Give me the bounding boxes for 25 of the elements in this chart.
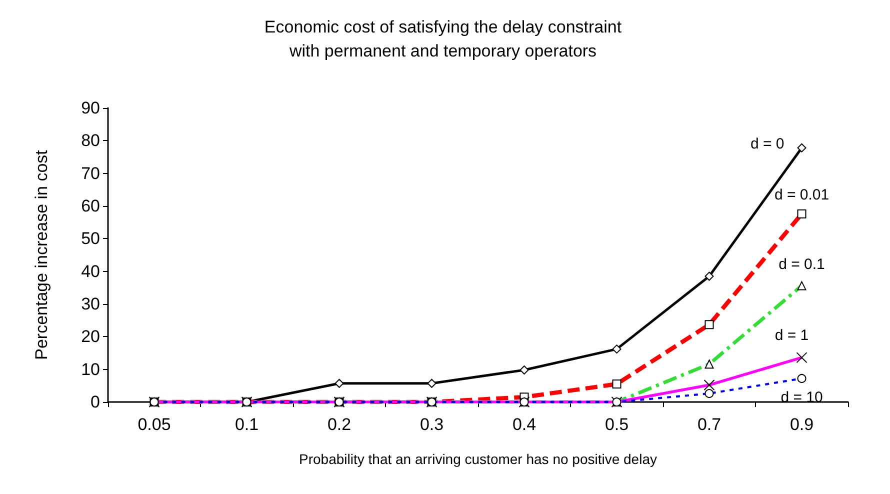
x-tick-label: 0.2: [327, 415, 352, 434]
y-tick-label: 30: [81, 294, 100, 314]
x-tick-label: 0.4: [512, 415, 536, 434]
x-axis-title: Probability that an arriving customer has no positive delay: [299, 451, 657, 467]
y-tick-label: 10: [81, 360, 100, 379]
y-tick-label: 40: [81, 262, 100, 281]
y-tick-label: 70: [81, 164, 100, 183]
y-tick-label: 20: [81, 327, 100, 346]
chart-title: Economic cost of satisfying the delay constraint with permanent and temporary operators: [264, 18, 622, 60]
series-label: d = 1: [774, 327, 809, 344]
series-label: d = 0.01: [774, 186, 830, 204]
y-axis-title: Percentage increase in cost: [32, 150, 51, 360]
x-tick-label: 0.7: [697, 415, 722, 434]
x-tick-label: 0.1: [234, 415, 259, 434]
x-tick-label: 0.5: [604, 415, 629, 434]
y-tick-label: 80: [81, 131, 100, 150]
series-label: d = 0.1: [778, 256, 825, 274]
y-tick-label: 0: [90, 392, 100, 412]
series-label: d = 0: [750, 135, 784, 152]
y-tick-label: 60: [81, 196, 100, 216]
x-tick-label: 0.05: [138, 415, 171, 434]
y-tick-label: 50: [81, 229, 100, 248]
x-tick-label: 0.9: [790, 415, 814, 434]
y-tick-label: 90: [81, 98, 100, 118]
x-tick-label: 0.3: [420, 415, 444, 434]
